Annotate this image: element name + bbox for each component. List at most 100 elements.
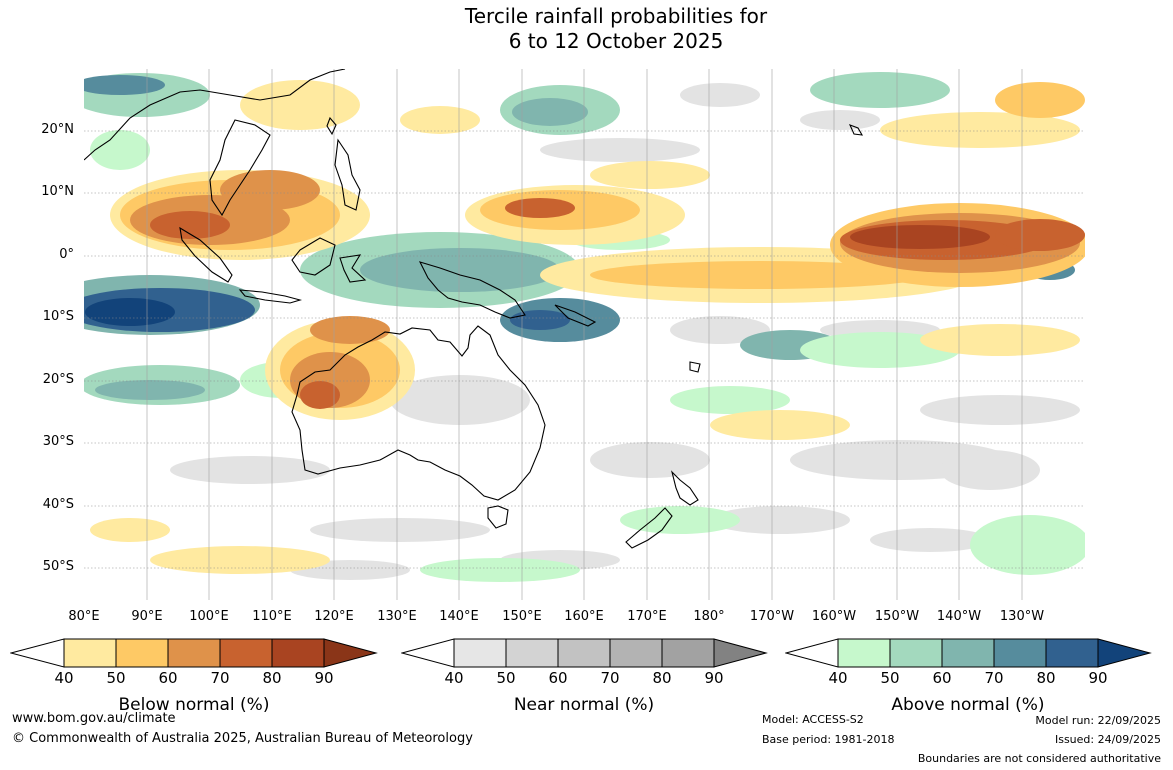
- meridians: [146, 69, 1023, 600]
- cb-above-under: [785, 638, 839, 668]
- lon-label: 170°W: [749, 609, 795, 624]
- cb-below-seg: [115, 638, 169, 668]
- lat-label: 0°: [59, 247, 74, 262]
- lat-label: 20°N: [41, 122, 74, 137]
- cb-above-over: [1097, 638, 1152, 668]
- cb-below-seg: [167, 638, 221, 668]
- lon-label: 160°E: [564, 609, 604, 624]
- cb-near-seg: [505, 638, 559, 668]
- lon-label: 130°W: [999, 609, 1045, 624]
- tasmania-coastline: [487, 505, 509, 529]
- cb-above-seg: [837, 638, 891, 668]
- sumatra-coastline: [179, 226, 233, 283]
- lon-label: 140°W: [936, 609, 982, 624]
- new-zealand-south: [625, 507, 673, 549]
- indochina-coastline: [209, 119, 271, 217]
- cb-near-over: [713, 638, 768, 668]
- model-run: Model run: 22/09/2025: [1035, 714, 1161, 727]
- cb-below-seg: [219, 638, 273, 668]
- java-coastline: [238, 289, 303, 304]
- cb-tick: 90: [1088, 669, 1108, 687]
- cb-tick: 90: [704, 669, 724, 687]
- lat-label: 10°S: [42, 309, 74, 324]
- cb-tick: 80: [652, 669, 672, 687]
- title-line-1: Tercile rainfall probabilities for: [464, 4, 768, 28]
- cb-tick: 60: [932, 669, 952, 687]
- cb-tick: 40: [54, 669, 74, 687]
- lat-label: 30°S: [42, 434, 74, 449]
- cb-title-below: Below normal (%): [118, 695, 270, 715]
- coastlines: [84, 69, 864, 549]
- cb-near-under: [401, 638, 455, 668]
- cb-tick: 40: [828, 669, 848, 687]
- new-zealand-north: [670, 470, 699, 506]
- lon-label: 150°W: [874, 609, 920, 624]
- model-name: Model: ACCESS-S2: [762, 713, 864, 726]
- probability-map: [84, 69, 1085, 600]
- cb-near-seg: [453, 638, 507, 668]
- sulawesi-coastline: [339, 254, 367, 283]
- lat-label: 10°N: [41, 184, 74, 199]
- lat-label: 40°S: [42, 497, 74, 512]
- cb-tick: 70: [984, 669, 1004, 687]
- cb-tick: 80: [1036, 669, 1056, 687]
- base-period: Base period: 1981-2018: [762, 733, 895, 746]
- cb-title-above: Above normal (%): [891, 695, 1045, 715]
- lat-label: 50°S: [42, 559, 74, 574]
- lon-label: 140°E: [439, 609, 479, 624]
- cb-tick: 50: [880, 669, 900, 687]
- colorbar-above-normal: [785, 638, 1152, 668]
- cb-above-seg: [993, 638, 1047, 668]
- cb-tick: 50: [496, 669, 516, 687]
- copyright: © Commonwealth of Australia 2025, Austra…: [12, 731, 473, 746]
- cb-below-over: [323, 638, 378, 668]
- website-link[interactable]: www.bom.gov.au/climate: [12, 711, 176, 726]
- cb-below-seg: [271, 638, 325, 668]
- disclaimer: Boundaries are not considered authoritat…: [917, 752, 1161, 765]
- cb-near-seg: [609, 638, 663, 668]
- solomon-islands: [554, 304, 597, 327]
- lon-label: 150°E: [502, 609, 542, 624]
- cb-tick: 90: [314, 669, 334, 687]
- cb-below-under: [10, 638, 65, 668]
- cb-tick: 60: [158, 669, 178, 687]
- lat-label: 20°S: [42, 372, 74, 387]
- hawaii: [848, 124, 864, 136]
- graticule: [84, 130, 1085, 569]
- cb-near-seg: [557, 638, 611, 668]
- taiwan-coastline: [326, 116, 337, 136]
- cb-tick: 70: [600, 669, 620, 687]
- cb-above-seg: [889, 638, 943, 668]
- cb-tick: 40: [444, 669, 464, 687]
- issued-date: Issued: 24/09/2025: [1054, 733, 1161, 746]
- lon-label: 120°E: [314, 609, 354, 624]
- cb-tick: 60: [548, 669, 568, 687]
- below-normal-areas: [90, 80, 1085, 574]
- cb-tick: 80: [262, 669, 282, 687]
- lon-label: 170°E: [627, 609, 667, 624]
- lon-label: 180°: [693, 609, 725, 624]
- lon-label: 160°W: [811, 609, 857, 624]
- colorbar-near-normal: [401, 638, 768, 668]
- lon-label: 100°E: [189, 609, 229, 624]
- cb-above-seg: [1045, 638, 1099, 668]
- lon-label: 130°E: [377, 609, 417, 624]
- cb-above-seg: [941, 638, 995, 668]
- title-line-2: 6 to 12 October 2025: [508, 29, 724, 53]
- cb-title-near: Near normal (%): [513, 695, 655, 715]
- cb-below-seg: [63, 638, 117, 668]
- lon-label: 90°E: [131, 609, 163, 624]
- lon-label: 80°E: [68, 609, 100, 624]
- fiji: [689, 361, 701, 373]
- new-guinea-coastline: [418, 261, 526, 319]
- india-asia-coastline: [84, 69, 346, 161]
- borneo-coastline: [291, 237, 336, 276]
- lon-label: 110°E: [252, 609, 292, 624]
- colorbar-below-normal: [10, 638, 378, 668]
- cb-tick: 70: [210, 669, 230, 687]
- philippines-coastline: [334, 138, 361, 211]
- near-normal-areas: [170, 83, 1080, 580]
- cb-tick: 50: [106, 669, 126, 687]
- australia-coastline: [291, 325, 546, 501]
- cb-near-seg: [661, 638, 715, 668]
